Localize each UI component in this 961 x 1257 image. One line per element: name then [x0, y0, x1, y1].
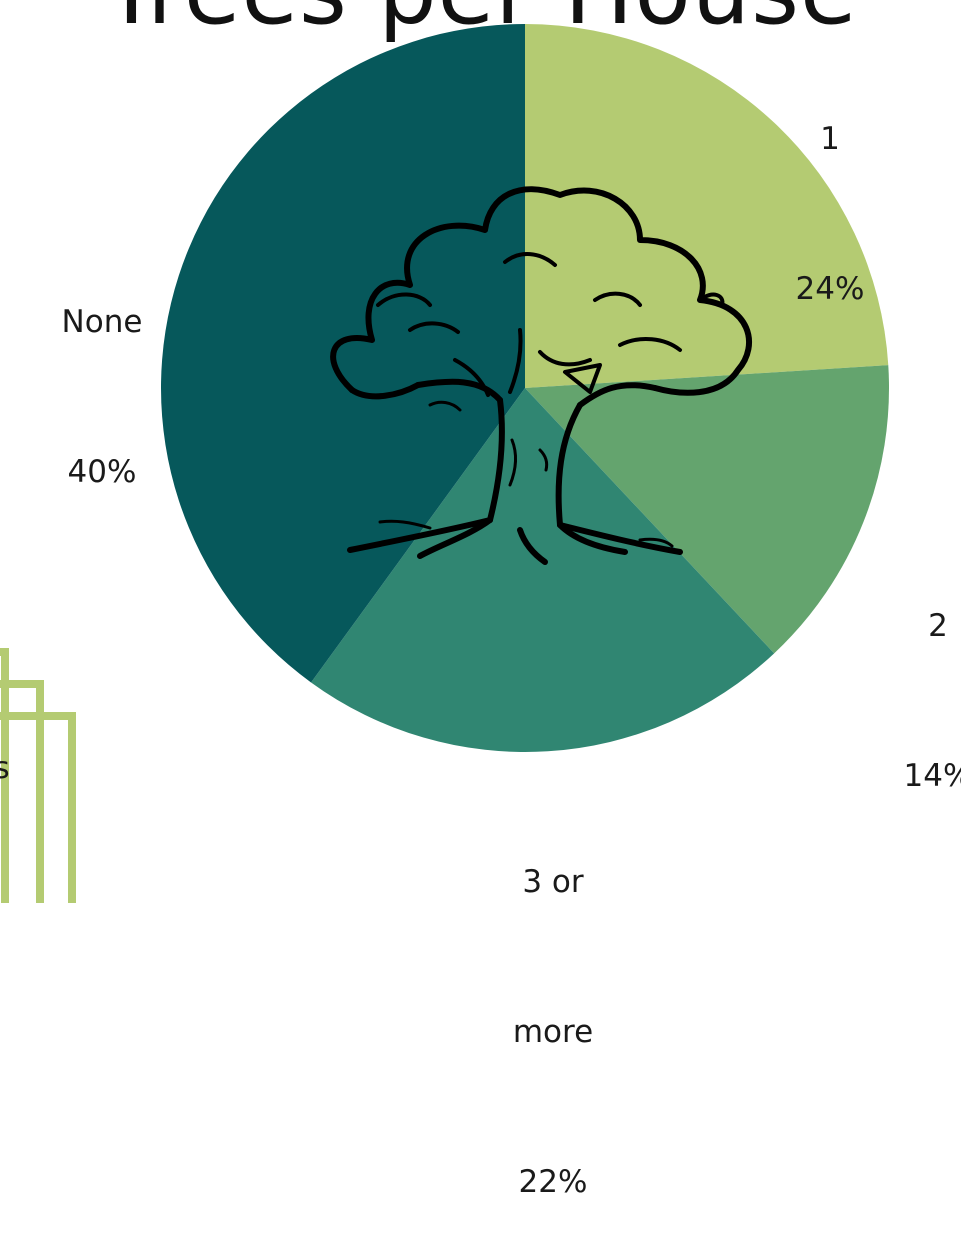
label-3-or-more-percent: 22%	[518, 1164, 588, 1200]
label-none: None 40%	[52, 197, 152, 547]
deco-fragment-text: s	[0, 751, 10, 786]
label-1: 1 24%	[790, 14, 870, 364]
pie-slice-none	[161, 24, 526, 683]
deco-line-1	[0, 648, 9, 903]
label-1-percent: 24%	[795, 271, 865, 307]
deco-line-3	[0, 712, 76, 903]
label-1-category: 1	[820, 121, 840, 157]
pie-slice-2	[525, 365, 889, 654]
label-none-percent: 40%	[67, 454, 137, 490]
tree-icon	[330, 186, 753, 565]
pie-chart	[161, 24, 889, 752]
label-2-category: 2	[928, 608, 948, 644]
label-3-or-more-line2: more	[512, 1014, 594, 1050]
label-2: 2 14%	[898, 501, 961, 851]
decorative-corner-lines: s	[0, 648, 76, 903]
deco-line-2	[0, 680, 44, 903]
label-3-or-more-line1: 3 or	[522, 864, 584, 900]
label-none-category: None	[61, 304, 143, 340]
label-3-or-more: 3 or more 22%	[488, 757, 618, 1257]
label-2-percent: 14%	[903, 758, 961, 794]
pie-slice-1	[525, 24, 889, 388]
pie-slices	[161, 24, 889, 752]
pie-slice-3-or-more	[311, 388, 775, 752]
